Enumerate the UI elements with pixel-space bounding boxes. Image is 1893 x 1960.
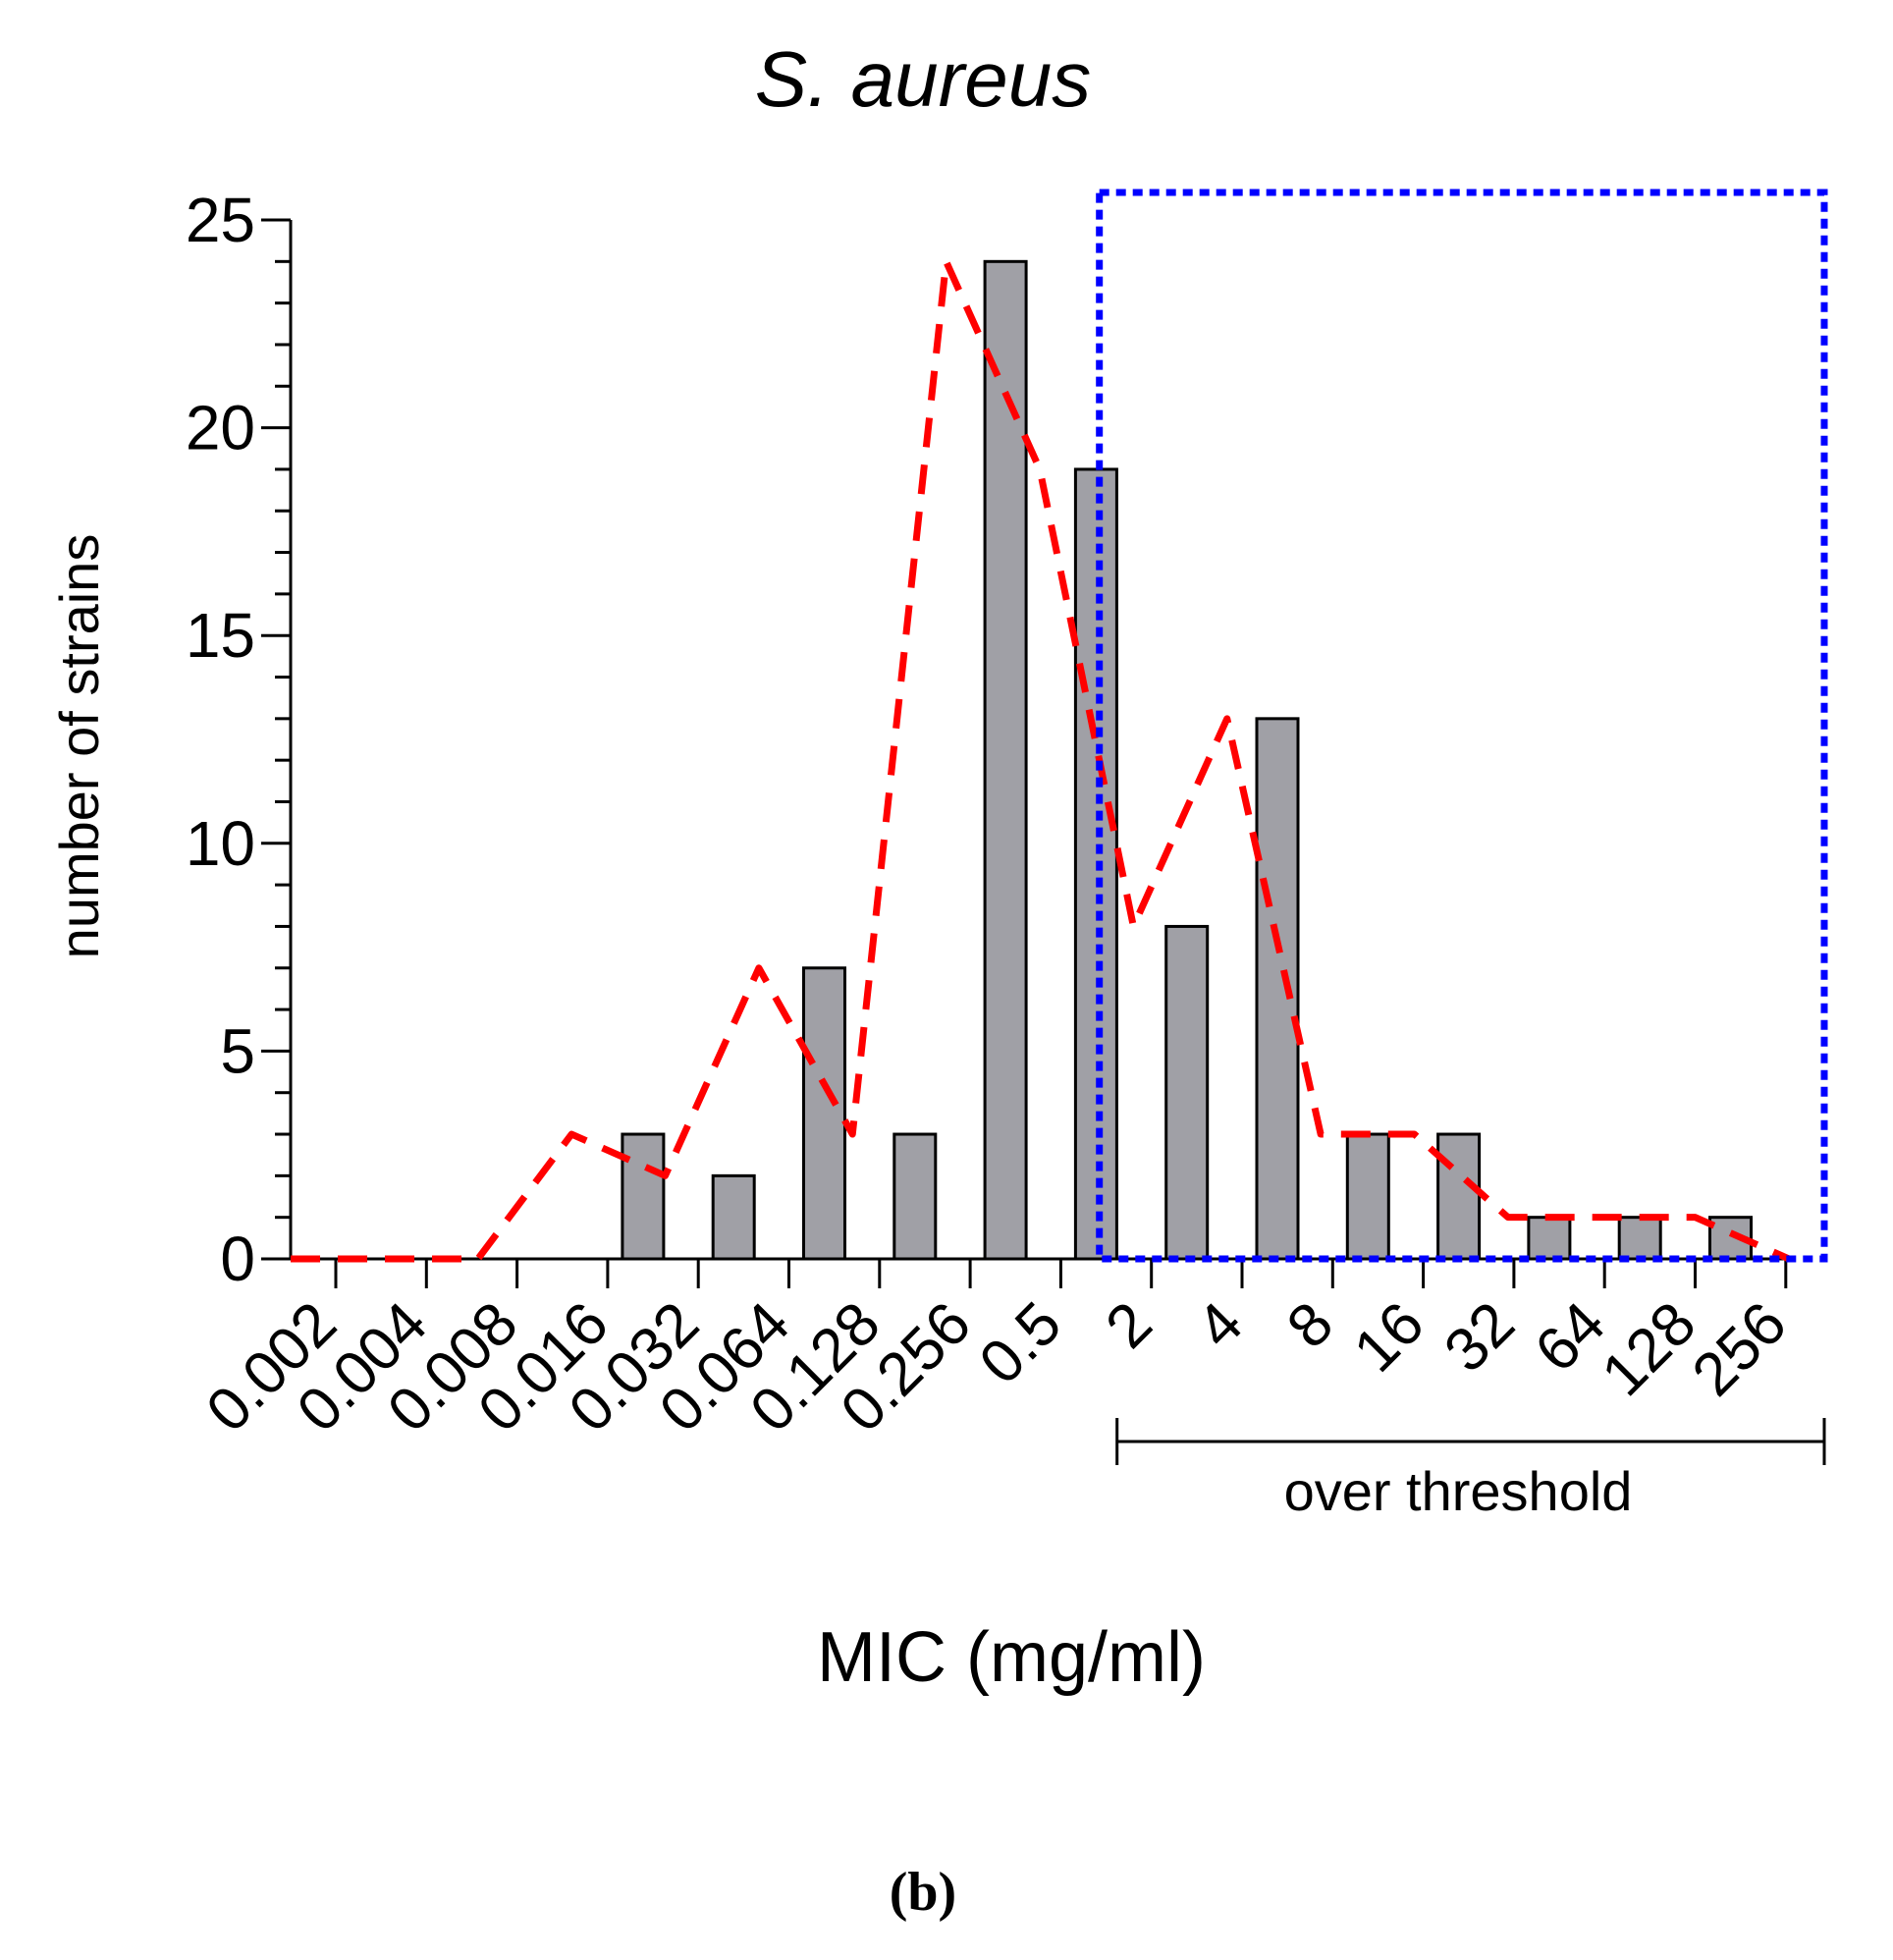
x-axis-label: MIC (mg/ml)	[817, 1618, 1206, 1697]
x-tick-label: 256	[1680, 1289, 1800, 1409]
y-tick-label: 15	[186, 600, 255, 671]
y-tick-label: 20	[186, 393, 255, 463]
x-axis	[291, 1257, 1793, 1288]
x-tick-label: 4	[1184, 1289, 1256, 1361]
chart-title: S. aureus	[755, 35, 1091, 123]
over-threshold-label: over threshold	[1284, 1460, 1633, 1522]
y-tick-label: 25	[186, 185, 255, 255]
highlight-region	[1096, 189, 1828, 1465]
bars	[621, 259, 1753, 1261]
bar	[1255, 717, 1300, 1261]
highlight-box	[1096, 189, 1828, 1263]
bar	[1436, 1132, 1482, 1261]
y-axis-label: number of strains	[48, 534, 110, 959]
bar	[1345, 1132, 1390, 1261]
y-tick-label: 0	[220, 1224, 255, 1294]
y-tick-label: 10	[186, 808, 255, 879]
bar	[983, 259, 1028, 1261]
x-tick-label: 2	[1093, 1289, 1164, 1361]
dashed-line	[291, 257, 1791, 1263]
x-tick-label: 0.5	[967, 1289, 1075, 1397]
bar	[802, 966, 846, 1261]
y-axis: 0 5 10 15 20 25	[186, 185, 293, 1294]
bar	[1164, 924, 1210, 1261]
bar	[1527, 1216, 1572, 1261]
x-tick-label: 8	[1274, 1289, 1346, 1361]
y-tick-label: 5	[220, 1015, 255, 1086]
bar	[621, 1132, 666, 1261]
x-tick-label: 16	[1341, 1289, 1437, 1386]
panel-label: (b)	[890, 1862, 956, 1923]
bar	[892, 1132, 938, 1261]
bar	[1617, 1216, 1662, 1261]
x-tick-labels: 0.0020.0040.0080.0160.0320.0640.1280.256…	[193, 1289, 1799, 1445]
bar	[711, 1173, 756, 1261]
line-series	[291, 257, 1791, 1263]
x-tick-label: 32	[1432, 1289, 1528, 1386]
